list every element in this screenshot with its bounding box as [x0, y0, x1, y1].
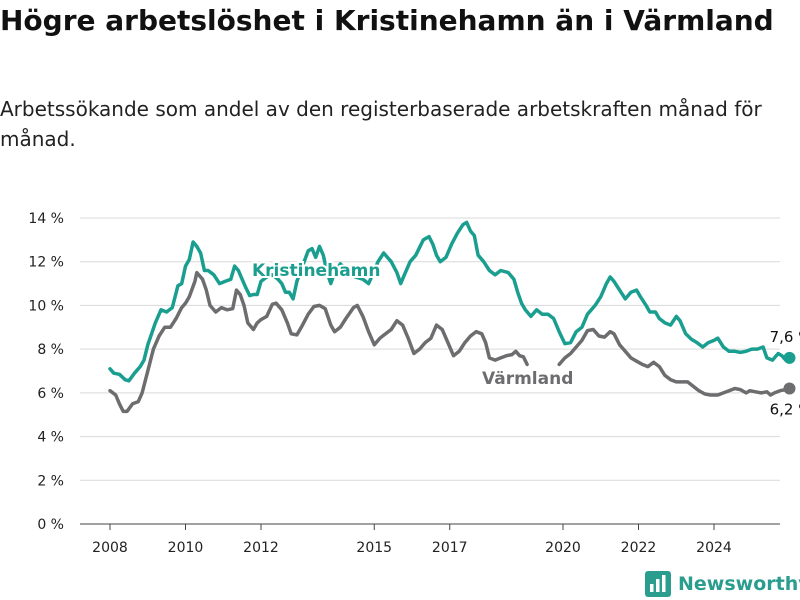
x-tick-label: 2017	[432, 540, 468, 556]
x-tick-label: 2012	[243, 540, 279, 556]
y-tick-label: 10 %	[28, 298, 64, 314]
series-line-kristinehamn	[108, 220, 792, 383]
series-label-kristinehamn: Kristinehamn	[252, 261, 380, 281]
x-tick-label: 2024	[696, 540, 732, 556]
y-tick-label: 6 %	[37, 386, 64, 402]
chart-subtitle: Arbetssökande som andel av den registerb…	[0, 97, 762, 151]
series-labels: Kristinehamn Värmland 7,6 % 6,2 %	[250, 259, 800, 418]
chart-title: Högre arbetslöshet i Kristinehamn än i V…	[0, 4, 774, 37]
x-tick-label: 2022	[621, 540, 657, 556]
brand-name: Newsworthy	[678, 573, 800, 595]
x-tick-label: 2015	[356, 540, 392, 556]
x-tick-label: 2010	[168, 540, 204, 556]
x-tick-label: 2020	[545, 540, 581, 556]
y-tick-label: 4 %	[37, 430, 64, 446]
y-tick-label: 12 %	[28, 255, 64, 271]
end-label-kristinehamn: 7,6 %	[770, 328, 800, 346]
end-point-kristinehamn	[783, 351, 796, 364]
x-axis-ticks: 2008 2010 2012 2015 2017 2020 2022 2024	[92, 524, 732, 556]
y-tick-label: 8 %	[37, 342, 64, 358]
y-tick-label: 2 %	[37, 473, 64, 489]
y-tick-label: 0 %	[37, 517, 64, 533]
y-axis-ticks: 0 % 2 % 4 % 6 % 8 % 10 % 12 % 14 %	[28, 211, 64, 533]
series-line-varmland	[108, 270, 792, 414]
end-label-varmland: 6,2 %	[770, 400, 800, 418]
y-tick-label: 14 %	[28, 211, 64, 227]
gridlines	[80, 217, 780, 525]
end-point-varmland	[783, 382, 796, 395]
newsworthy-logo: Newsworthy	[645, 569, 800, 599]
bar-chart-logo-icon	[645, 571, 671, 597]
series-label-varmland: Värmland	[482, 369, 573, 389]
series-lines	[108, 220, 796, 414]
x-tick-label: 2008	[92, 540, 128, 556]
